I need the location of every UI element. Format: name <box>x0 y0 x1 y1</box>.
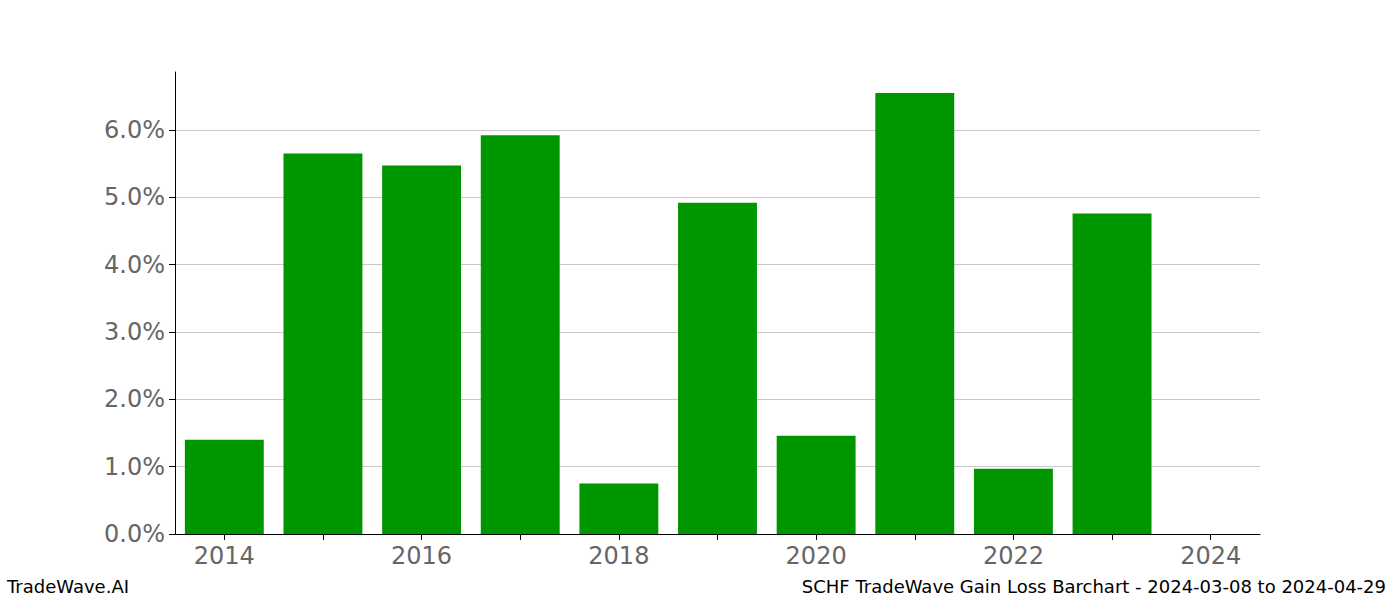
svg-text:4.0%: 4.0% <box>104 251 165 279</box>
svg-text:2016: 2016 <box>391 542 452 570</box>
svg-text:SCHF TradeWave Gain Loss Barch: SCHF TradeWave Gain Loss Barchart - 2024… <box>802 576 1386 597</box>
svg-text:2014: 2014 <box>194 542 255 570</box>
svg-text:TradeWave.AI: TradeWave.AI <box>6 576 129 597</box>
svg-text:3.0%: 3.0% <box>104 318 165 346</box>
svg-text:2022: 2022 <box>983 542 1044 570</box>
svg-text:2018: 2018 <box>588 542 649 570</box>
svg-text:2024: 2024 <box>1180 542 1241 570</box>
svg-text:2.0%: 2.0% <box>104 385 165 413</box>
svg-text:5.0%: 5.0% <box>104 183 165 211</box>
svg-text:0.0%: 0.0% <box>104 520 165 548</box>
svg-text:6.0%: 6.0% <box>104 116 165 144</box>
svg-text:1.0%: 1.0% <box>104 453 165 481</box>
svg-text:2020: 2020 <box>786 542 847 570</box>
